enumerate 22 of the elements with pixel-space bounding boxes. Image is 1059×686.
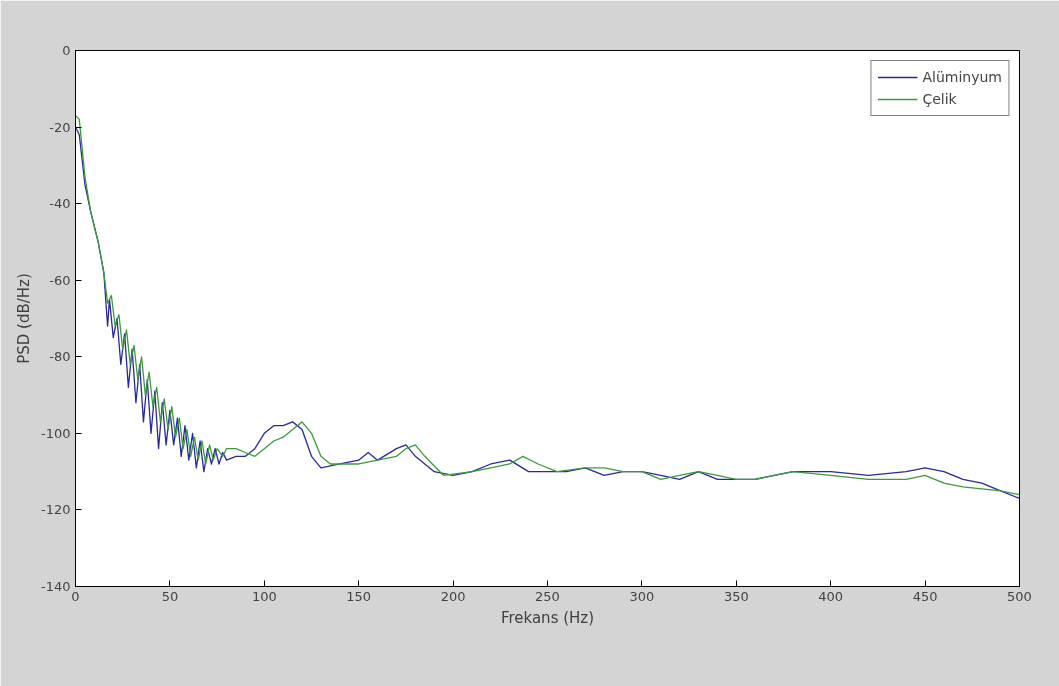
y-tick-label: -120	[41, 502, 71, 518]
x-tick-label: 100	[251, 588, 277, 604]
legend-label: Çelik	[922, 91, 957, 107]
y-tick-label: -20	[49, 119, 71, 135]
x-tick-label: 50	[161, 588, 179, 604]
x-tick-label: 450	[912, 588, 938, 604]
x-tick-label: 500	[1007, 588, 1032, 604]
x-tick-label: 350	[723, 588, 749, 604]
legend-label: Alüminyum	[922, 69, 1002, 85]
x-tick-label: 150	[346, 588, 372, 604]
y-tick-label: -80	[49, 349, 71, 365]
y-tick-label: -140	[41, 579, 71, 594]
x-tick-label: 250	[535, 588, 560, 604]
y-tick-label: -40	[49, 196, 71, 212]
y-tick-label: 0	[62, 43, 71, 58]
x-tick-label: 400	[818, 588, 844, 604]
x-tick-label: 200	[440, 588, 466, 604]
x-tick-label: 300	[629, 588, 655, 604]
y-tick-label: -100	[41, 425, 71, 441]
y-axis-title: PSD (dB/Hz)	[15, 273, 33, 364]
x-axis-title: Frekans (Hz)	[500, 608, 595, 627]
y-tick-label: -60	[49, 272, 71, 288]
